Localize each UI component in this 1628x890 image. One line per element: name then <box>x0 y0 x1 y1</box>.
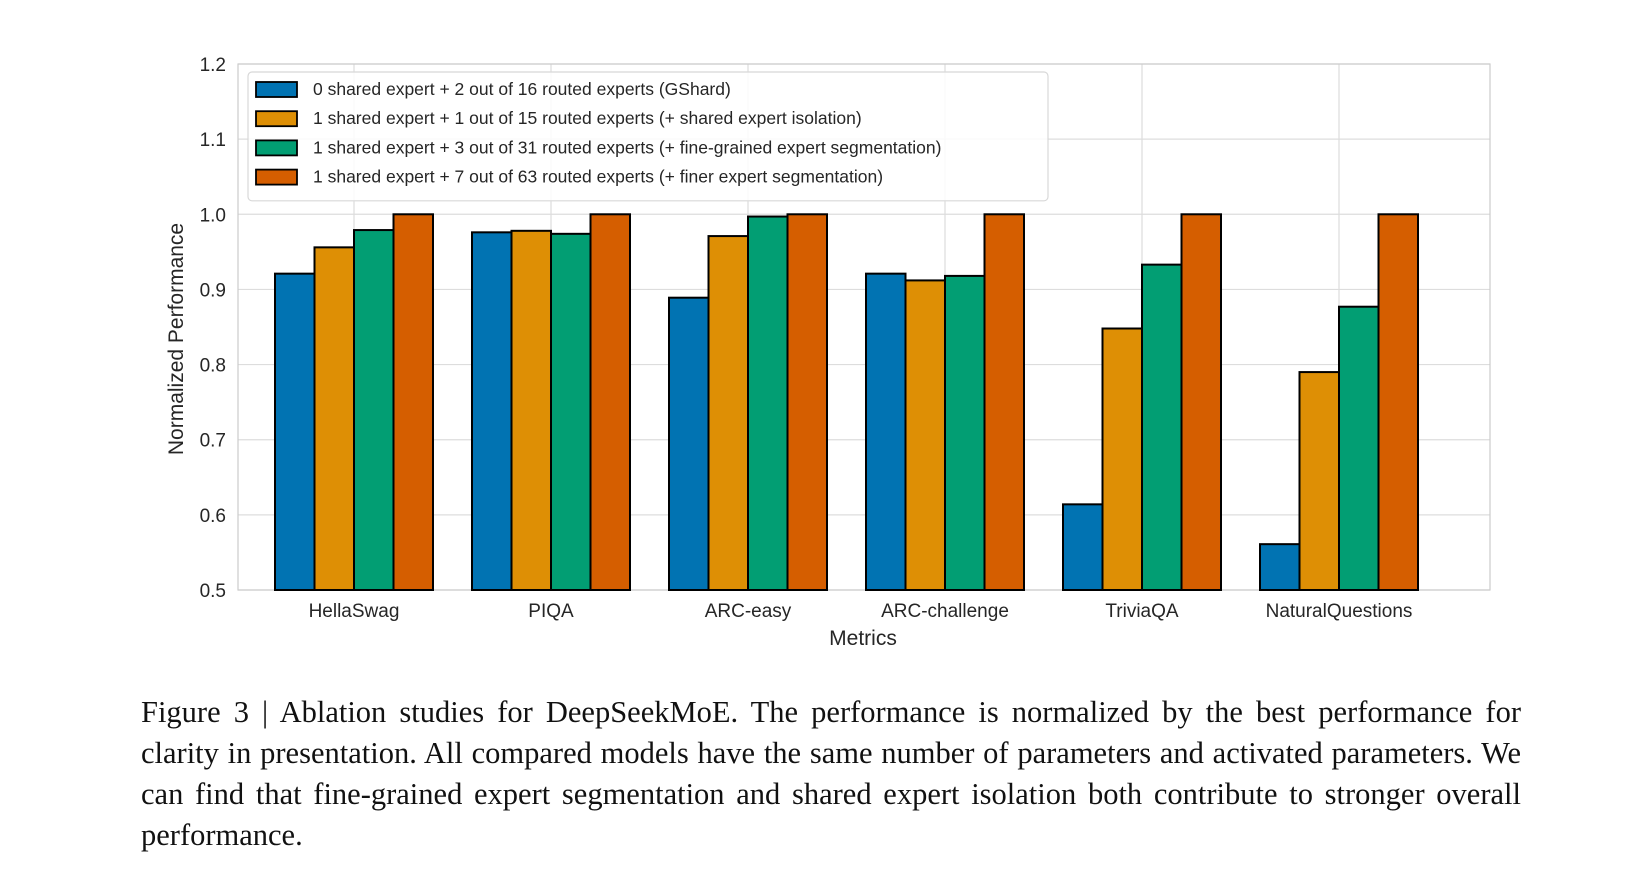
x-tick-label: HellaSwag <box>309 601 400 622</box>
legend-swatch <box>255 110 298 128</box>
bar-piqa-series-4 <box>589 213 631 592</box>
y-tick-label: 1.2 <box>200 55 226 76</box>
bar-arc-challenge-series-4 <box>983 213 1025 592</box>
y-tick-label: 0.6 <box>200 506 226 527</box>
y-tick-label: 1.0 <box>200 205 226 226</box>
legend: 0 shared expert + 2 out of 16 routed exp… <box>247 71 1049 202</box>
y-axis-label: Normalized Performance <box>165 223 188 455</box>
bar-arc-challenge-series-3 <box>944 274 986 591</box>
bar-chart: 0.5 0.6 0.7 0.8 0.9 1.0 1.1 1.2 HellaSwag PIQA AR… <box>165 55 1491 650</box>
x-axis-label: Metrics <box>829 627 897 650</box>
bar-naturalquestions-series-4 <box>1377 213 1419 592</box>
bar-hellaswag-series-1 <box>274 272 316 591</box>
bar-piqa-series-3 <box>550 232 592 592</box>
bar-naturalquestions-series-1 <box>1259 543 1301 591</box>
legend-box <box>247 71 1049 202</box>
bar-arc-challenge-series-1 <box>865 272 907 591</box>
x-tick-label: ARC-easy <box>705 601 792 622</box>
y-tick-label: 0.8 <box>200 356 226 377</box>
x-tick-labels: HellaSwag PIQA ARC-easy ARC-challenge Trivia… <box>309 601 1413 622</box>
y-tick-labels: 0.5 0.6 0.7 0.8 0.9 1.0 1.1 1.2 <box>200 55 226 602</box>
bar-arc-challenge-series-2 <box>904 279 946 591</box>
bar-arc-easy-series-4 <box>786 213 828 592</box>
figure-caption: Figure 3 | Ablation studies for DeepSeek… <box>141 695 1521 852</box>
legend-entry: 1 shared expert + 1 out of 15 routed exp… <box>313 108 862 128</box>
legend-swatch <box>255 81 298 98</box>
x-tick-label: NaturalQuestions <box>1266 601 1413 622</box>
legend-swatch <box>255 139 298 157</box>
legend-entry: 0 shared expert + 2 out of 16 routed exp… <box>313 79 731 99</box>
bar-arc-easy-series-2 <box>707 235 749 591</box>
plot-area-frame <box>237 63 1491 591</box>
x-tick-label: ARC-challenge <box>881 601 1009 622</box>
bar-hellaswag-series-2 <box>313 246 355 591</box>
bar-naturalquestions-series-2 <box>1298 371 1340 592</box>
bar-piqa-series-2 <box>510 229 552 591</box>
legend-entry: 1 shared expert + 7 out of 63 routed exp… <box>313 167 883 187</box>
bar-triviaqa-series-3 <box>1141 263 1183 591</box>
legend-entry: 1 shared expert + 3 out of 31 routed exp… <box>313 137 941 157</box>
bar-naturalquestions-series-3 <box>1338 305 1380 591</box>
bar-piqa-series-1 <box>471 231 513 591</box>
y-tick-label: 0.7 <box>200 431 226 452</box>
bars-group <box>274 213 1419 592</box>
bar-triviaqa-series-4 <box>1180 213 1222 592</box>
legend-swatch <box>255 168 298 186</box>
bar-triviaqa-series-1 <box>1062 503 1104 591</box>
bar-hellaswag-series-4 <box>392 213 434 592</box>
y-tick-label: 0.5 <box>200 581 226 602</box>
x-tick-label: PIQA <box>528 601 574 622</box>
bar-triviaqa-series-2 <box>1101 327 1143 591</box>
bar-arc-easy-series-3 <box>747 215 789 591</box>
y-tick-label: 0.9 <box>200 280 226 301</box>
bar-hellaswag-series-3 <box>353 229 395 592</box>
bar-arc-easy-series-1 <box>668 296 710 591</box>
x-tick-label: TriviaQA <box>1105 601 1179 622</box>
y-tick-label: 1.1 <box>200 130 226 151</box>
